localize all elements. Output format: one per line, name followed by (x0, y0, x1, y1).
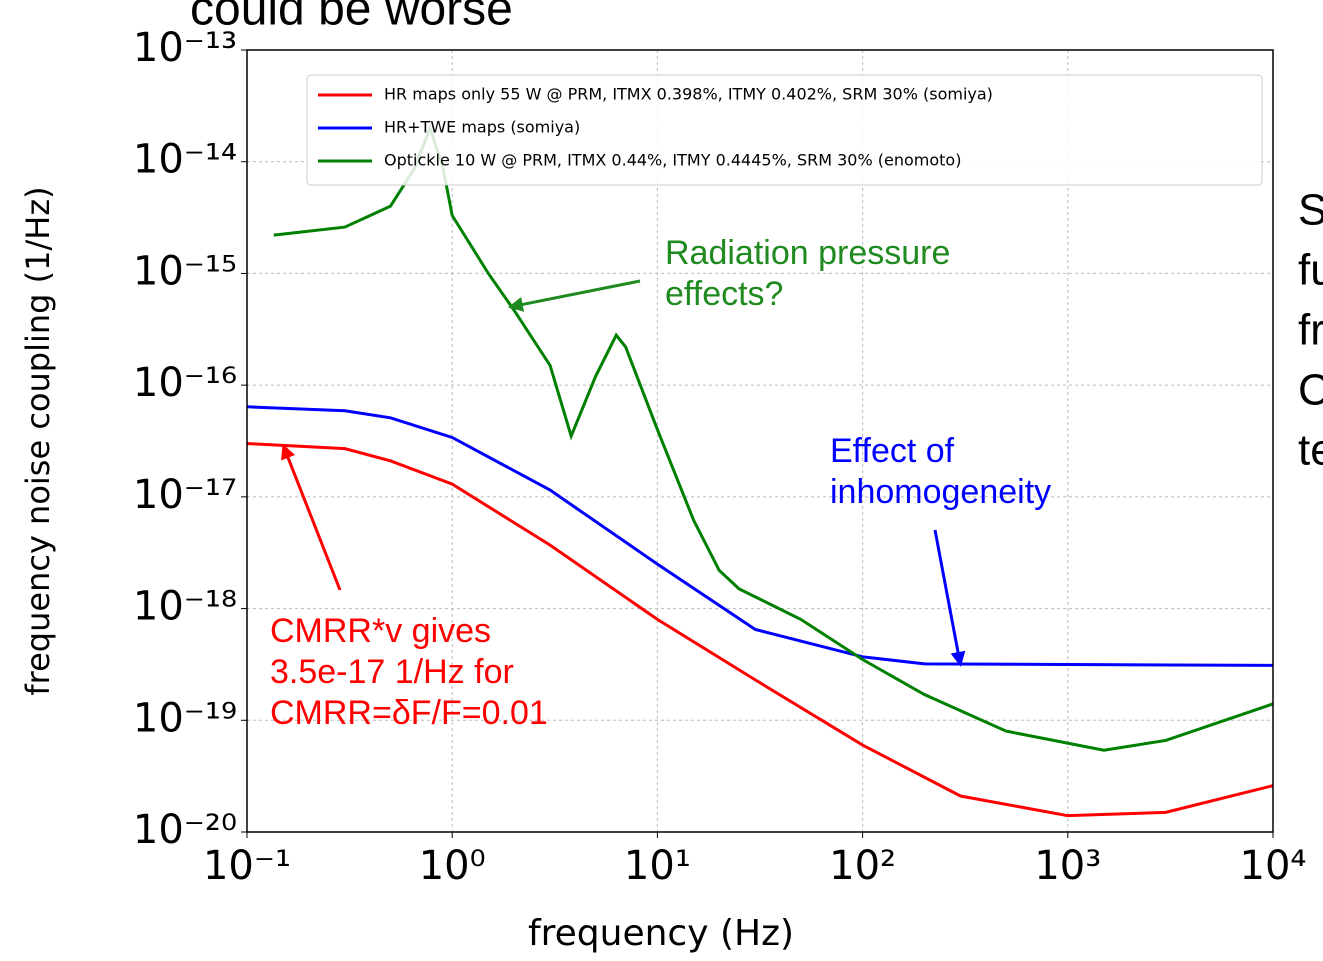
y-axis-label: frequency noise coupling (1/Hz) (19, 186, 57, 695)
x-tick-label: 10² (829, 843, 896, 889)
annotation-text: 3.5e-17 1/Hz for (270, 653, 514, 691)
legend-box (306, 74, 1263, 186)
y-tick-label: 10⁻¹⁴ (133, 137, 237, 183)
legend-label: Optickle 10 W @ PRM, ITMX 0.44%, ITMY 0.… (384, 151, 961, 170)
series-line (246, 405, 1274, 667)
legend-label: HR+TWE maps (somiya) (384, 118, 580, 137)
side-text: te (1298, 426, 1323, 475)
annotation-text: Effect of (830, 432, 955, 470)
plot-frame (246, 49, 1274, 833)
series-line (246, 442, 1274, 818)
y-tick-label: 10⁻¹⁶ (133, 360, 237, 406)
annotation-arrow (281, 443, 342, 591)
y-tick-label: 10⁻²⁰ (133, 807, 237, 853)
side-text: C (1298, 366, 1323, 415)
annotation-text: effects? (665, 275, 783, 313)
x-tick-label: 10⁴ (1240, 843, 1307, 889)
y-tick-label: 10⁻¹⁵ (133, 248, 237, 294)
legend-label: HR maps only 55 W @ PRM, ITMX 0.398%, IT… (384, 85, 993, 104)
annotation-text: CMRR=δF/F=0.01 (270, 694, 548, 732)
annotation-text: CMRR*v gives (270, 612, 491, 650)
x-tick-label: 10¹ (624, 843, 691, 889)
y-tick-label: 10⁻¹³ (133, 25, 237, 71)
y-tick-label: 10⁻¹⁹ (133, 695, 237, 741)
x-tick-label: 10⁻¹ (203, 843, 291, 889)
side-text: fr (1298, 306, 1323, 355)
annotation-arrow (507, 279, 641, 312)
y-tick-label: 10⁻¹⁸ (133, 584, 237, 630)
x-axis-label: frequency (Hz) (528, 913, 794, 954)
annotation-arrow (933, 529, 966, 667)
annotation-text: Radiation pressure (665, 234, 950, 272)
side-text: S (1298, 186, 1323, 235)
annotation-text: inhomogeneity (830, 473, 1051, 511)
y-tick-label: 10⁻¹⁷ (133, 472, 237, 518)
x-tick-label: 10³ (1034, 843, 1101, 889)
x-tick-label: 10⁰ (419, 843, 486, 889)
side-text: fu (1298, 246, 1323, 295)
heading: could be worse (190, 0, 513, 36)
